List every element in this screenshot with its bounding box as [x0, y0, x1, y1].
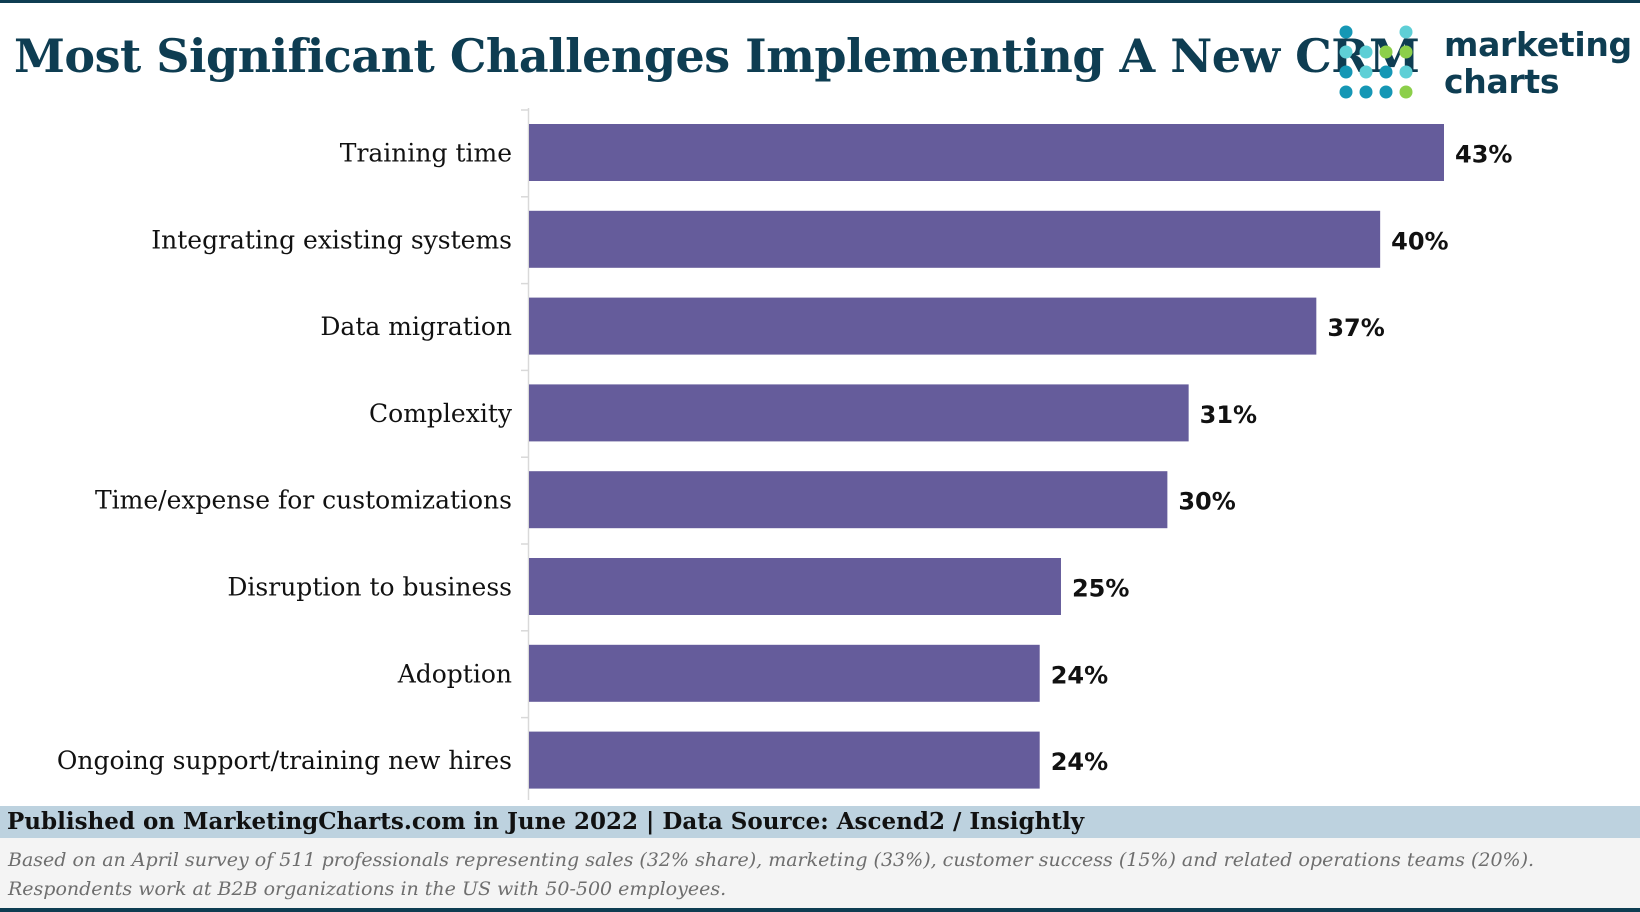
logo-text: marketing charts	[1444, 26, 1632, 100]
logo-dot	[1359, 85, 1373, 99]
logo-dot	[1379, 85, 1393, 99]
logo-text-line2: charts	[1444, 62, 1560, 101]
value-label-ongoing-support-training-new-hires: 24%	[1051, 748, 1108, 776]
category-label-time-expense-for-customizations: Time/expense for customizations	[95, 486, 512, 515]
logo-dot	[1359, 45, 1373, 59]
logo-dot	[1339, 45, 1353, 59]
bottom-rule	[0, 908, 1640, 912]
bar-adoption	[529, 644, 1040, 702]
publication-source-text: Published on MarketingCharts.com in June…	[7, 808, 1085, 835]
logo-dot	[1379, 45, 1393, 59]
bar-complexity	[529, 384, 1189, 442]
logo-dot	[1399, 85, 1413, 99]
bar-disruption-to-business	[529, 558, 1061, 615]
survey-note: Based on an April survey of 511 professi…	[0, 838, 1640, 908]
category-label-disruption-to-business: Disruption to business	[227, 573, 512, 602]
logo-dot	[1339, 65, 1353, 79]
logo-dot	[1339, 25, 1353, 39]
logo-dot	[1399, 65, 1413, 79]
value-label-adoption: 24%	[1051, 661, 1108, 689]
category-label-integrating-existing-systems: Integrating existing systems	[151, 225, 512, 254]
category-label-ongoing-support-training-new-hires: Ongoing support/training new hires	[57, 746, 512, 775]
value-label-data-migration: 37%	[1327, 314, 1384, 342]
publication-band: Published on MarketingCharts.com in June…	[0, 806, 1640, 838]
marketing-charts-logo: marketing charts	[1336, 24, 1636, 104]
bar-data-migration	[529, 297, 1317, 355]
logo-dot	[1399, 45, 1413, 59]
survey-note-text: Based on an April survey of 511 professi…	[8, 846, 1608, 904]
logo-dot	[1359, 65, 1373, 79]
logo-dot	[1399, 25, 1413, 39]
bar-ongoing-support-training-new-hires	[529, 731, 1040, 789]
logo-text-line1: marketing	[1444, 25, 1632, 64]
value-label-time-expense-for-customizations: 30%	[1178, 488, 1235, 516]
category-label-training-time: Training time	[340, 139, 512, 168]
value-label-complexity: 31%	[1200, 401, 1257, 429]
bar-integrating-existing-systems	[529, 210, 1381, 268]
bar-time-expense-for-customizations	[529, 471, 1168, 529]
category-label-complexity: Complexity	[369, 399, 513, 428]
bar-training-time	[529, 124, 1444, 181]
logo-dot	[1379, 65, 1393, 79]
chart-title: Most Significant Challenges Implementing…	[14, 29, 1420, 83]
category-label-data-migration: Data migration	[320, 312, 512, 341]
top-rule	[0, 0, 1640, 3]
survey-note-line-1: Based on an April survey of 511 professi…	[8, 849, 1535, 871]
category-label-adoption: Adoption	[397, 659, 512, 688]
logo-dot	[1339, 85, 1353, 99]
survey-note-line-2: Respondents work at B2B organizations in…	[8, 878, 727, 900]
value-label-integrating-existing-systems: 40%	[1391, 227, 1448, 255]
logo-dots-icon	[1339, 25, 1413, 99]
bar-chart: Training time 43% Integrating existing sys…	[57, 108, 1512, 800]
value-label-disruption-to-business: 25%	[1072, 575, 1129, 603]
value-label-training-time: 43%	[1455, 141, 1512, 169]
